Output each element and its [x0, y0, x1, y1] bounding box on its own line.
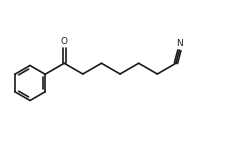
Text: O: O — [61, 37, 68, 46]
Text: N: N — [176, 39, 183, 48]
